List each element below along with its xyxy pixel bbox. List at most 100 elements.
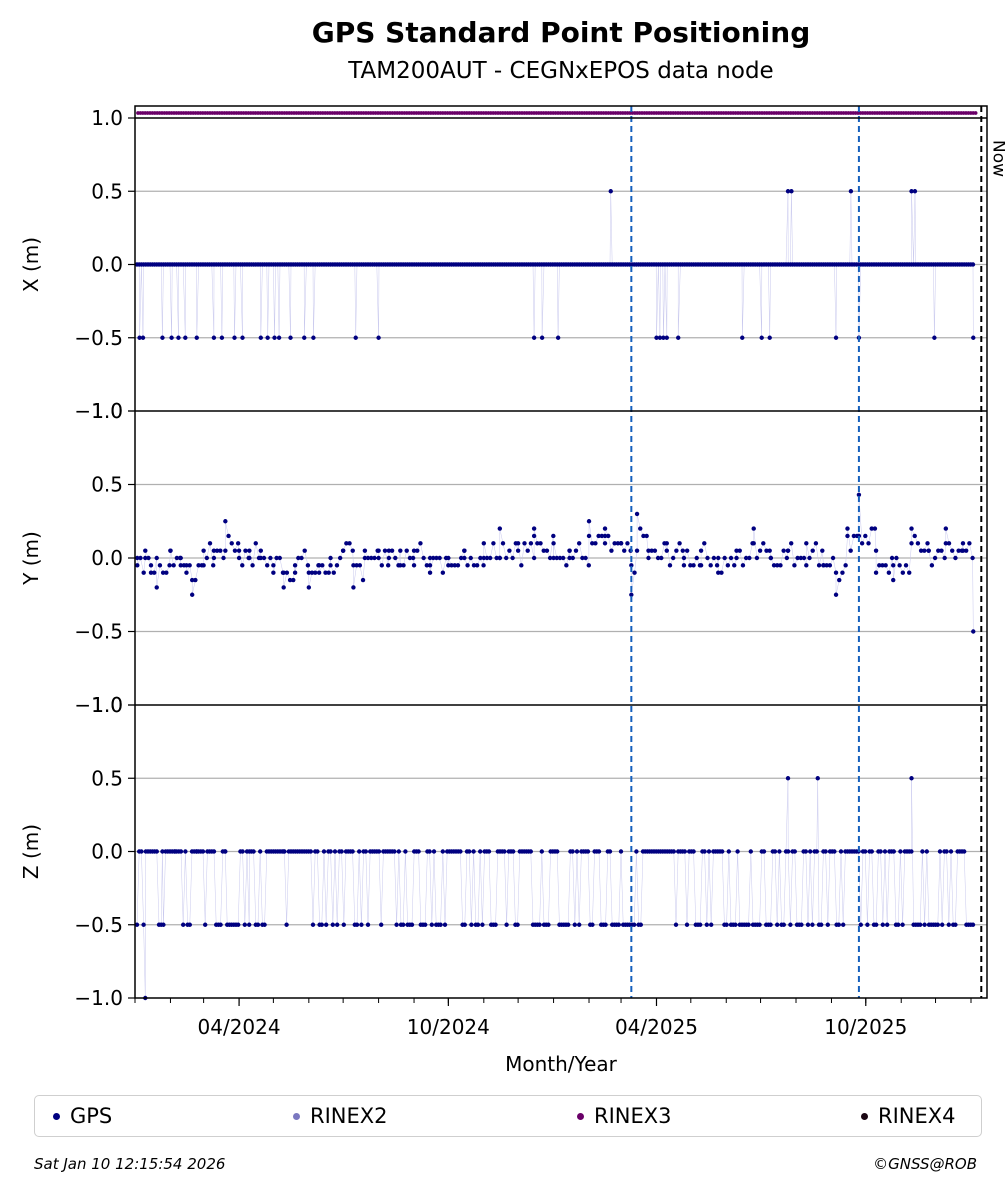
- gps-point: [970, 555, 975, 561]
- gps-point: [833, 570, 839, 575]
- gps-point: [218, 548, 223, 553]
- gps-point: [909, 541, 914, 546]
- gps-point: [551, 555, 556, 561]
- gps-point: [404, 548, 409, 553]
- gps-point: [629, 563, 634, 568]
- gps-point: [681, 555, 687, 561]
- gps-point: [511, 849, 516, 854]
- gps-point: [684, 922, 690, 927]
- gps-point: [664, 548, 669, 553]
- gps-point: [211, 548, 217, 553]
- gps-point: [539, 849, 544, 854]
- gps-point: [751, 526, 756, 531]
- gps-point: [271, 570, 276, 575]
- gps-point: [786, 849, 791, 854]
- gps-point: [573, 548, 579, 553]
- gps-point: [649, 548, 654, 553]
- gps-point: [455, 563, 461, 568]
- y-tick-label: 0.0: [91, 546, 123, 570]
- gps-point: [247, 555, 252, 561]
- gps-point: [306, 570, 312, 575]
- gps-point: [971, 335, 976, 340]
- gps-point: [795, 555, 800, 561]
- gps-point: [586, 563, 591, 568]
- gps-point: [292, 563, 298, 568]
- gps-point: [564, 563, 569, 568]
- gps-point: [458, 555, 464, 561]
- gps-point: [469, 922, 474, 927]
- gps-point: [160, 849, 165, 854]
- gps-point: [335, 922, 340, 927]
- gps-point: [757, 548, 763, 553]
- gps-point: [891, 577, 896, 583]
- gps-point: [369, 555, 374, 561]
- gps-point: [321, 849, 327, 854]
- gps-point: [196, 563, 201, 568]
- gps-point: [146, 555, 151, 561]
- y-tick-label: 0.5: [91, 766, 123, 790]
- x-tick-label: 10/2024: [407, 1015, 490, 1039]
- gps-point: [777, 849, 782, 854]
- legend-marker-rinex2: [293, 1112, 300, 1120]
- gps-point: [360, 577, 366, 583]
- gps-point: [393, 555, 398, 561]
- gps-point: [832, 849, 837, 854]
- gps-point: [915, 541, 921, 546]
- gps-point: [709, 922, 714, 927]
- gps-point: [401, 563, 406, 568]
- gps-point: [772, 849, 778, 854]
- gps-point: [251, 849, 256, 854]
- gps-point: [311, 335, 316, 340]
- gps-point: [427, 570, 433, 575]
- gps-point: [577, 922, 582, 927]
- gps-point: [785, 548, 791, 553]
- gps-point: [810, 922, 815, 927]
- gps-point: [932, 555, 938, 561]
- gps-point: [891, 849, 896, 854]
- gps-point: [276, 335, 282, 340]
- gps-point: [531, 335, 537, 340]
- gps-point: [664, 335, 669, 340]
- gps-point: [240, 849, 245, 854]
- gps-point: [189, 592, 195, 597]
- gps-point: [334, 563, 340, 568]
- gps-point: [792, 563, 797, 568]
- gps-point: [789, 189, 794, 194]
- gps-point: [160, 335, 165, 340]
- gps-point: [359, 922, 364, 927]
- gps-point: [704, 922, 709, 927]
- gps-point: [943, 541, 949, 546]
- gps-point: [698, 548, 704, 553]
- gps-point: [281, 570, 286, 575]
- legend-marker-gps: [53, 1112, 60, 1120]
- gps-point: [510, 555, 515, 561]
- gps-point: [606, 533, 611, 539]
- gps-point: [497, 555, 503, 561]
- gps-point: [409, 922, 415, 927]
- gps-point: [883, 563, 888, 568]
- gps-point: [401, 922, 406, 927]
- gps-point: [134, 922, 140, 927]
- gps-point: [354, 563, 359, 568]
- gps-point: [681, 563, 687, 568]
- gps-point: [767, 548, 772, 553]
- gps-point: [546, 922, 551, 927]
- gps-point: [555, 335, 561, 340]
- y-axis-label: Y (m): [19, 531, 43, 586]
- gps-point: [320, 563, 325, 568]
- gps-point: [593, 541, 598, 546]
- gps-point: [403, 849, 408, 854]
- gps-point: [537, 922, 542, 927]
- gps-point: [920, 849, 925, 854]
- gps-point: [764, 548, 769, 553]
- gps-point: [232, 335, 237, 340]
- gps-point: [154, 555, 159, 561]
- gps-point: [167, 563, 172, 568]
- gps-point: [840, 570, 845, 575]
- gps-point: [754, 555, 760, 561]
- gps-point: [732, 563, 737, 568]
- gps-point: [638, 526, 643, 531]
- gps-point: [154, 849, 159, 854]
- gps-point: [734, 555, 739, 561]
- gps-point: [313, 570, 318, 575]
